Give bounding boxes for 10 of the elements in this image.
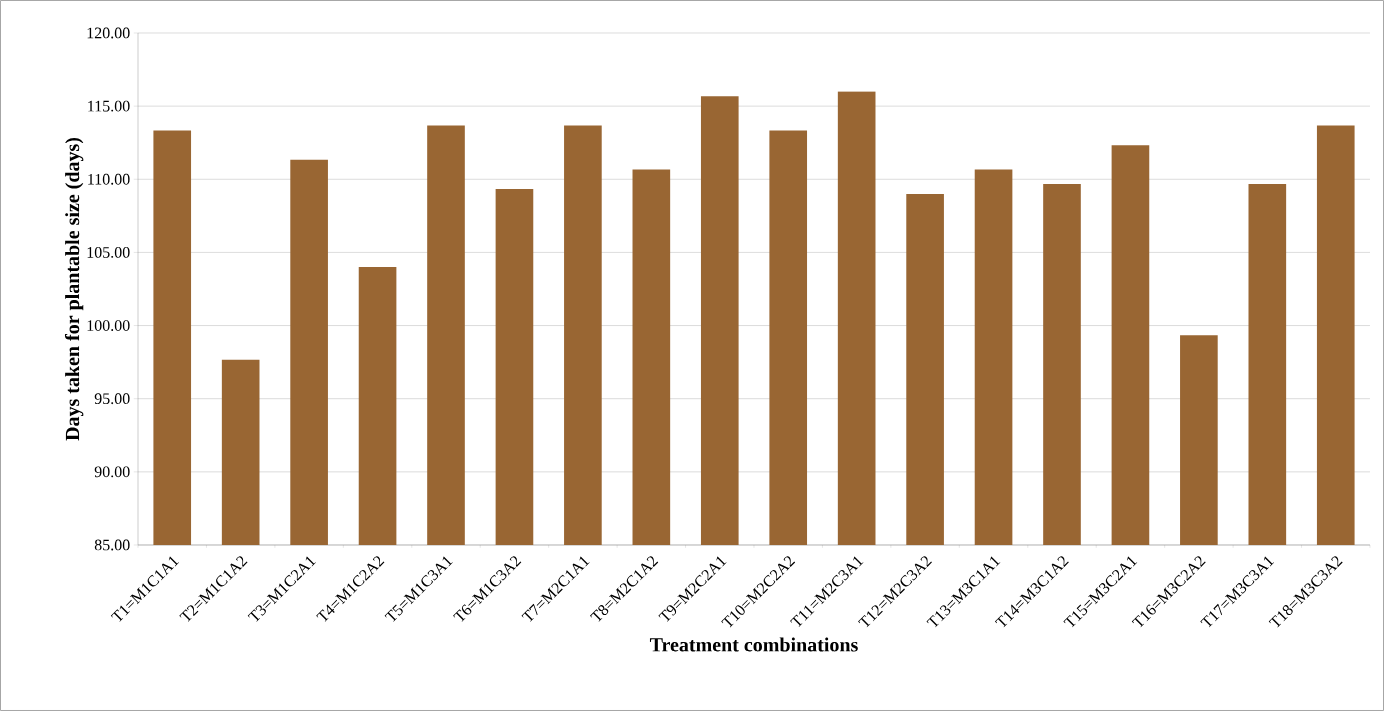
y-tick-label: 95.00 [94,393,130,405]
y-tick-label: 105.00 [87,246,130,258]
y-tick-label: 100.00 [87,320,130,331]
y-tick-label: 120.00 [87,27,130,39]
x-axis-title: Treatment combinations [649,637,858,652]
y-tick-label: 85.00 [94,539,130,551]
y-tick-label: 115.00 [88,100,130,112]
y-tick-label: 110.00 [88,173,130,185]
y-axis-title: Days taken for plantable size (days) [64,137,84,441]
y-tick-label: 90.00 [94,466,130,478]
